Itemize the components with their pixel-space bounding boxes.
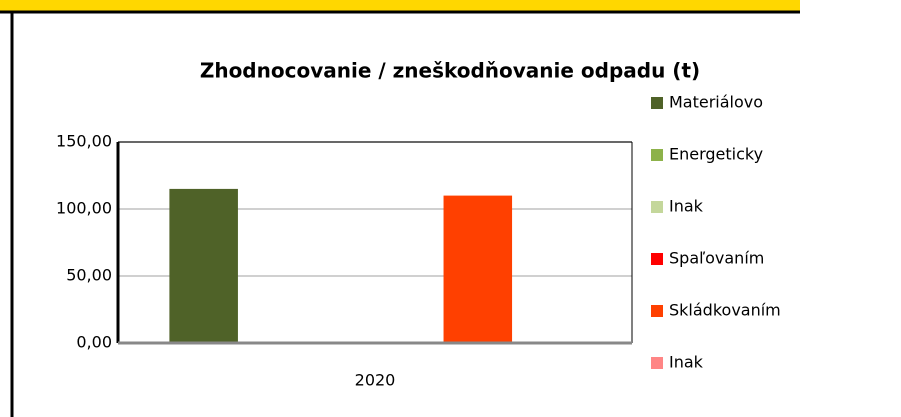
legend-label: Inak: [669, 353, 704, 372]
bar: [169, 188, 238, 343]
y-tick-label: 100,00: [56, 199, 112, 218]
legend-swatch: [651, 149, 663, 161]
bar: [443, 195, 513, 343]
legend-label: Energeticky: [669, 145, 763, 164]
legend-label: Skládkovaním: [669, 301, 781, 320]
legend-label: Spaľovaním: [669, 249, 764, 268]
legend-swatch: [651, 201, 663, 213]
legend-label: Materiálovo: [669, 93, 763, 112]
legend-swatch: [651, 97, 663, 109]
legend-swatch: [651, 305, 663, 317]
chart-title: Zhodnocovanie / zneškodňovanie odpadu (t…: [200, 59, 700, 83]
y-tick-label: 0,00: [76, 333, 112, 352]
top-strip: [0, 0, 800, 12]
y-tick-label: 50,00: [66, 266, 112, 285]
x-tick-label: 2020: [355, 371, 396, 390]
legend-swatch: [651, 253, 663, 265]
legend-swatch: [651, 357, 663, 369]
legend-label: Inak: [669, 197, 704, 216]
y-tick-label: 150,00: [56, 132, 112, 151]
